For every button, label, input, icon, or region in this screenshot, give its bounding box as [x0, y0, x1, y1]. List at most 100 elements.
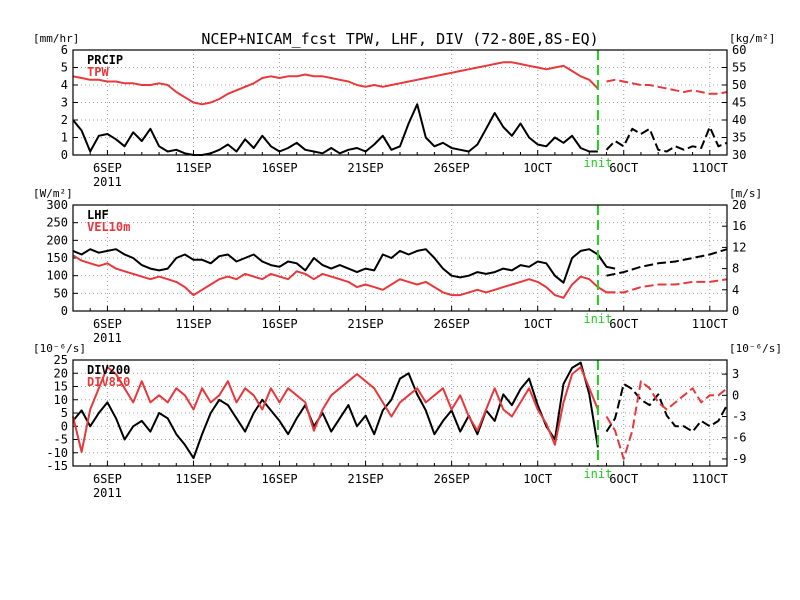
ytick-label-right: -6 — [732, 431, 746, 445]
series-tpw-line — [72, 61, 599, 106]
plot-frame — [72, 49, 728, 156]
series-lhf_fcst-line — [606, 248, 728, 277]
series-div850-line — [72, 366, 599, 453]
series-prcip_fcst-line — [605, 126, 728, 153]
ytick-label-left: 6 — [61, 43, 68, 57]
legend-label: DIV850 — [87, 375, 130, 389]
right-unit-label: [m/s] — [729, 187, 762, 200]
series-vel10m-line — [72, 254, 616, 299]
ytick-label-left: 100 — [46, 269, 68, 283]
ytick-label-left: 4 — [61, 78, 68, 92]
init-label: init — [583, 156, 612, 170]
ytick-label-left: 5 — [61, 61, 68, 75]
xtick-label: 6SEP — [93, 317, 122, 331]
series-div850_fcst-line — [605, 380, 728, 460]
ytick-label-right: 20 — [732, 198, 746, 212]
xtick-label: 6OCT — [609, 472, 638, 486]
xtick-label: 26SEP — [434, 161, 470, 175]
xtick-label: 11SEP — [175, 472, 211, 486]
ytick-label-left: 25 — [54, 353, 68, 367]
xtick-label: 16SEP — [261, 317, 297, 331]
ytick-label-right: 60 — [732, 43, 746, 57]
xtick-label: 1OCT — [523, 472, 552, 486]
xtick-label: 6SEP — [93, 161, 122, 175]
ytick-label-left: 5 — [61, 406, 68, 420]
xtick-label: 1OCT — [523, 317, 552, 331]
left-unit-label: [W/m²] — [33, 187, 73, 200]
xtick-year-label: 2011 — [93, 486, 122, 500]
xtick-label: 16SEP — [261, 161, 297, 175]
ytick-label-right: 4 — [732, 283, 739, 297]
ytick-label-right: 55 — [732, 61, 746, 75]
ytick-label-left: 150 — [46, 251, 68, 265]
chart-title: NCEP+NICAM_fcst TPW, LHF, DIV (72-80E,8S… — [201, 30, 598, 48]
right-unit-label: [kg/m²] — [729, 32, 775, 45]
ytick-label-right: 45 — [732, 96, 746, 110]
ytick-label-right: 8 — [732, 262, 739, 276]
xtick-label: 26SEP — [434, 317, 470, 331]
ytick-label-left: 15 — [54, 380, 68, 394]
xtick-label: 11OCT — [692, 161, 728, 175]
ytick-label-right: -9 — [732, 452, 746, 466]
xtick-label: 6SEP — [93, 472, 122, 486]
series-tpw_fcst-line — [606, 78, 728, 95]
ytick-label-left: 50 — [54, 286, 68, 300]
ytick-label-right: 35 — [732, 131, 746, 145]
xtick-label: 21SEP — [348, 161, 384, 175]
ytick-label-left: -15 — [46, 459, 68, 473]
left-unit-label: [mm/hr] — [33, 32, 79, 45]
right-unit-label: [10⁻⁶/s] — [729, 342, 782, 355]
ytick-label-right: 16 — [732, 219, 746, 233]
series-vel10m_fcst-line — [606, 278, 728, 294]
legend-label: PRCIP — [87, 53, 123, 67]
xtick-label: 6OCT — [609, 161, 638, 175]
ytick-label-left: 10 — [54, 393, 68, 407]
xtick-year-label: 2011 — [93, 331, 122, 345]
init-label: init — [583, 467, 612, 481]
legend-label: VEL10m — [87, 220, 130, 234]
ytick-label-right: 40 — [732, 113, 746, 127]
panel-lhf-vel10m: 300 250 200 150 100 50 0 20 16 12 8 4 0 6SEP 11SEP 16SE… — [33, 187, 762, 345]
ytick-label-right: 50 — [732, 78, 746, 92]
ytick-label-right: -3 — [732, 410, 746, 424]
xtick-label: 21SEP — [348, 317, 384, 331]
series-div200_fcst-line — [605, 382, 728, 433]
xtick-year-label: 2011 — [93, 175, 122, 189]
ytick-label-right: 30 — [732, 148, 746, 162]
xtick-label: 21SEP — [348, 472, 384, 486]
ytick-label-left: 1 — [61, 131, 68, 145]
ytick-label-left: 0 — [61, 148, 68, 162]
ytick-label-right: 3 — [732, 367, 739, 381]
series-prcip-line — [72, 103, 598, 156]
xtick-label: 11OCT — [692, 472, 728, 486]
xtick-label: 16SEP — [261, 472, 297, 486]
ytick-label-left: 0 — [61, 304, 68, 318]
ytick-label-left: 250 — [46, 216, 68, 230]
plot-frame — [72, 204, 728, 312]
ytick-label-left: 200 — [46, 233, 68, 247]
ytick-label-left: 20 — [54, 366, 68, 380]
plot-frame — [72, 359, 728, 467]
ytick-label-left: 3 — [61, 96, 68, 110]
legend-label: DIV200 — [87, 363, 130, 377]
ytick-label-left: -5 — [54, 433, 68, 447]
legend-label: TPW — [87, 65, 109, 79]
ytick-label-left: 300 — [46, 198, 68, 212]
xtick-label: 1OCT — [523, 161, 552, 175]
xtick-label: 11SEP — [175, 317, 211, 331]
ytick-label-right: 0 — [732, 388, 739, 402]
panel-precip-tpw: 6 5 4 3 2 1 0 60 55 50 45 40 35 30 6SEP 11SEP 16SEP 21SEP… — [33, 32, 775, 189]
ytick-label-right: 0 — [732, 304, 739, 318]
ytick-label-left: -10 — [46, 446, 68, 460]
ytick-label-left: 0 — [61, 419, 68, 433]
xtick-label: 11SEP — [175, 161, 211, 175]
ytick-label-left: 2 — [61, 113, 68, 127]
xtick-label: 26SEP — [434, 472, 470, 486]
series-lhf-line — [72, 248, 616, 284]
xtick-label: 6OCT — [609, 317, 638, 331]
left-unit-label: [10⁻⁶/s] — [33, 342, 86, 355]
ytick-label-right: 12 — [732, 240, 746, 254]
xtick-label: 11OCT — [692, 317, 728, 331]
